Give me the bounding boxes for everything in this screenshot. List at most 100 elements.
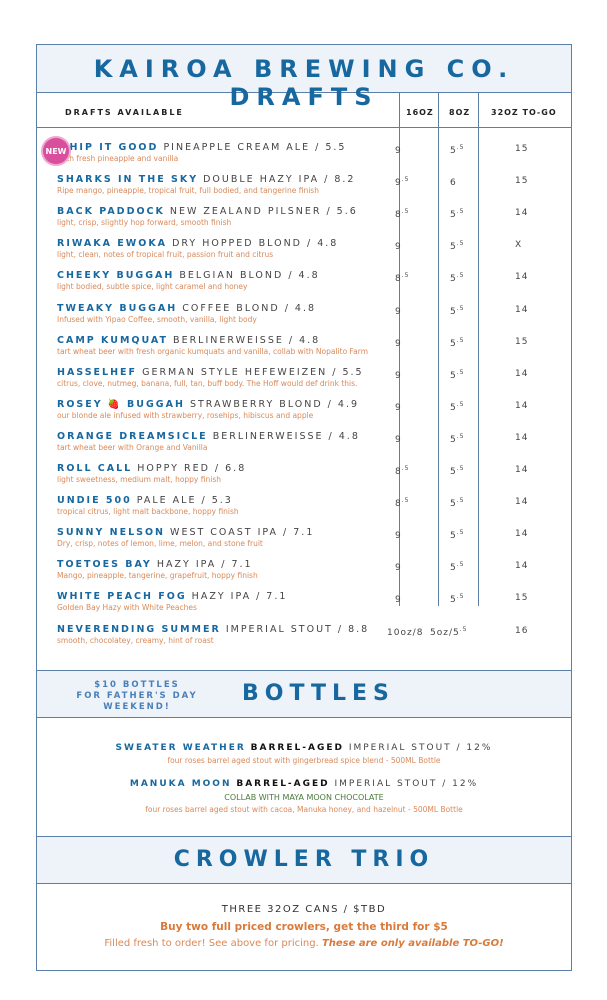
draft-desc: Dry, crisp, notes of lemon, lime, melon,…: [57, 539, 263, 549]
draft-desc: tropical citrus, light malt backbone, ho…: [57, 507, 239, 517]
page-title: KAIROA BREWING CO. DRAFTS: [93, 55, 515, 111]
draft-name: TWEAKY BUGGAH: [57, 302, 178, 314]
draft-style: NEW ZEALAND PILSNER / 5.6: [169, 206, 358, 218]
price-cents: .5: [456, 272, 465, 280]
price-8oz: 5.5: [450, 272, 464, 284]
draft-style: BERLINERWEISSE / 4.8: [212, 430, 360, 442]
draft-name: ORANGE DREAMSICLE: [57, 430, 208, 442]
price-value: 5: [450, 595, 457, 606]
title-band: KAIROA BREWING CO. DRAFTS: [37, 44, 571, 111]
draft-desc: Ripe mango, pineapple, tropical fruit, f…: [57, 186, 319, 196]
crowler-title: CROWLER TRIO: [173, 847, 435, 872]
price-value: 5: [450, 563, 457, 574]
draft-desc: light, crisp, slightly hop forward, smoo…: [57, 218, 232, 228]
draft-style: HAZY IPA / 7.1: [156, 559, 253, 571]
price-32oz: 14: [515, 529, 529, 540]
draft-name: SHARKS IN THE SKY: [57, 174, 199, 186]
draft-title: ORANGE DREAMSICLE BERLINERWEISSE / 4.8: [57, 431, 567, 442]
price-8oz: 5.5: [450, 337, 464, 349]
price-value: 9: [395, 402, 402, 413]
price-value: 9: [395, 563, 402, 574]
draft-name: UNDIE 500: [57, 495, 132, 507]
divider: [438, 93, 439, 606]
draft-title: UNDIE 500 PALE ALE / 5.3: [57, 495, 567, 506]
draft-row: SHARKS IN THE SKY DOUBLE HAZY IPA / 8.2 …: [57, 174, 567, 204]
draft-row: CAMP KUMQUAT BERLINERWEISSE / 4.8 tart w…: [57, 335, 567, 365]
price-32oz: 14: [515, 368, 529, 379]
price-16oz: 9: [395, 401, 402, 413]
crowler-note-emphasis: These are only available TO-GO!: [321, 938, 504, 949]
draft-name: WHITE PEACH FOG: [57, 591, 187, 603]
price-32oz: 15: [515, 176, 529, 187]
draft-desc: tart wheat beer with Orange and Vanilla: [57, 442, 208, 452]
price-cents: .5: [456, 144, 465, 151]
price-cents: .5: [401, 176, 410, 184]
draft-row: BACK PADDOCK NEW ZEALAND PILSNER / 5.6 l…: [57, 206, 567, 236]
bottle-desc: four roses barrel aged stout with ginger…: [167, 756, 441, 765]
price-cents: .5: [456, 336, 465, 344]
price-16oz: 9: [395, 305, 402, 317]
bottle-tag: BARREL-AGED: [250, 743, 344, 753]
price-16oz: 8.5: [395, 465, 409, 477]
price-cents: .5: [459, 625, 468, 633]
price-8oz: 5.5: [450, 144, 464, 156]
price-value: 10oz/8: [387, 627, 424, 638]
price-32oz: X: [515, 240, 523, 251]
crowler-note-text: Filled fresh to order! See above for pri…: [104, 938, 319, 949]
draft-title: WHITE PEACH FOG HAZY IPA / 7.1: [57, 591, 567, 602]
price-cents: .5: [401, 272, 410, 280]
draft-row: HASSELHEF GERMAN STYLE HEFEWEIZEN / 5.5 …: [57, 367, 567, 397]
price-value: 9: [395, 178, 402, 189]
price-cents: .5: [456, 465, 465, 472]
price-32oz: 14: [515, 272, 529, 283]
price-value: 5: [450, 146, 457, 156]
bottle-style: IMPERIAL STOUT / 12%: [348, 743, 493, 753]
price-value: 5: [450, 338, 457, 349]
price-value: 5: [450, 242, 457, 253]
draft-title: ROLL CALL HOPPY RED / 6.8: [57, 463, 567, 474]
price-16oz: 8.5: [395, 272, 409, 284]
price-16oz: 9: [395, 561, 402, 573]
price-value: 5: [450, 370, 457, 381]
draft-row: RIWAKA EWOKA DRY HOPPED BLOND / 4.8 ligh…: [57, 238, 567, 268]
price-cents: .5: [401, 497, 410, 505]
draft-style: DRY HOPPED BLOND / 4.8: [172, 238, 339, 250]
price-value: 5: [450, 531, 457, 542]
draft-style: HOPPY RED / 6.8: [137, 463, 247, 474]
price-value: 6: [450, 178, 457, 189]
draft-name: HASSELHEF: [57, 366, 138, 378]
price-8oz: 5.5: [450, 529, 464, 541]
price-cents: .5: [456, 368, 465, 376]
price-32oz: 14: [515, 208, 529, 219]
price-value: 8: [395, 499, 402, 510]
bottle-name: MANUKA MOON: [129, 779, 232, 789]
draft-name: CHEEKY BUGGAH: [57, 270, 175, 282]
price-16oz: 9: [395, 337, 402, 349]
draft-title: NEVERENDING SUMMER IMPERIAL STOUT / 8.8: [57, 624, 567, 635]
price-8oz: 5.5: [450, 208, 464, 220]
price-cents: .5: [456, 529, 465, 537]
draft-desc: light, clean, notes of tropical fruit, p…: [57, 250, 274, 260]
draft-desc: With fresh pineapple and vanilla: [57, 154, 179, 163]
draft-row: UNDIE 500 PALE ALE / 5.3 tropical citrus…: [57, 495, 567, 525]
draft-style: GERMAN STYLE HEFEWEIZEN / 5.5: [142, 366, 364, 378]
price-value: 5: [450, 499, 457, 510]
price-8oz: 5.5: [450, 369, 464, 381]
draft-title: SHARKS IN THE SKY DOUBLE HAZY IPA / 8.2: [57, 174, 567, 185]
price-8oz: 5.5: [450, 305, 464, 317]
price-16oz: 10oz/8: [387, 626, 423, 638]
divider: [478, 93, 479, 606]
price-value: 5: [450, 306, 457, 317]
price-16oz: 9: [395, 433, 402, 445]
draft-title: HASSELHEF GERMAN STYLE HEFEWEIZEN / 5.5: [57, 367, 567, 378]
price-16oz: 9: [395, 529, 402, 541]
price-cents: .5: [456, 497, 465, 505]
draft-title: CAMP KUMQUAT BERLINERWEISSE / 4.8: [57, 335, 567, 346]
price-8oz: 6: [450, 176, 457, 188]
draft-style: PALE ALE / 5.3: [136, 495, 233, 507]
draft-name: WHIP IT GOOD: [57, 142, 159, 153]
draft-title: TWEAKY BUGGAH COFFEE BLOND / 4.8: [57, 303, 567, 314]
price-cents: .5: [456, 240, 465, 248]
price-8oz: 5.5: [450, 401, 464, 413]
promo-line: WEEKEND!: [103, 702, 171, 712]
